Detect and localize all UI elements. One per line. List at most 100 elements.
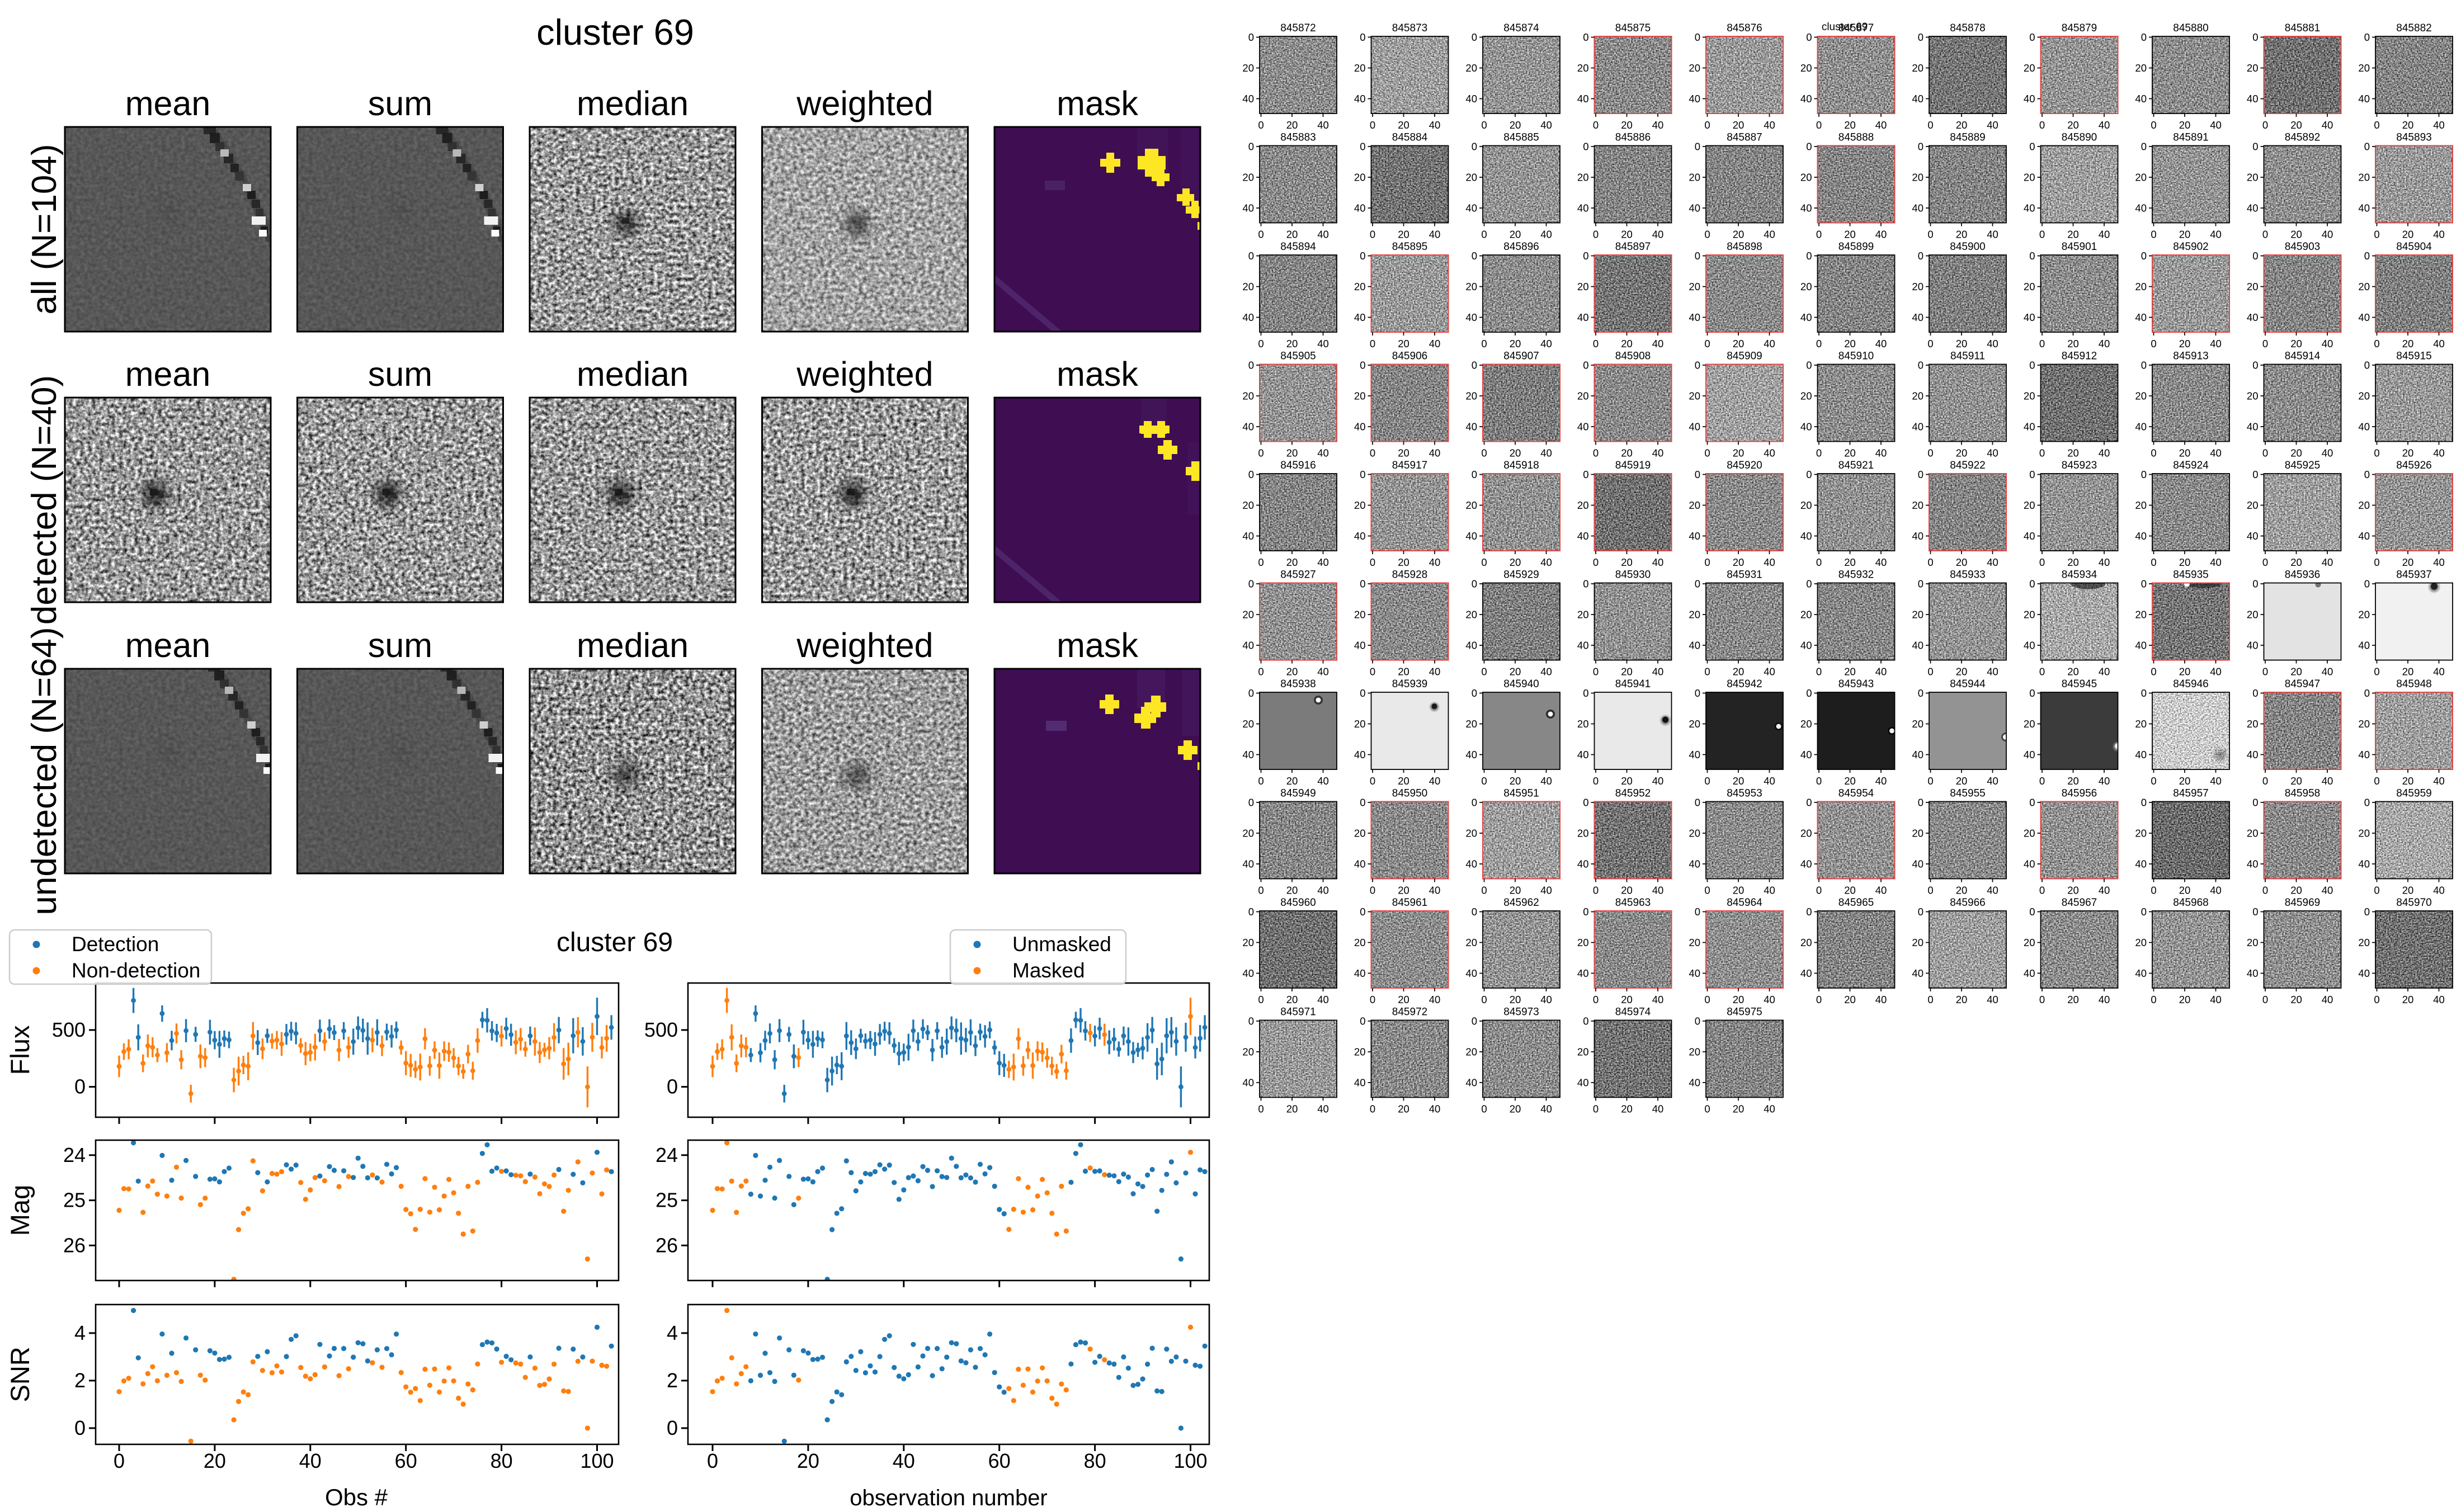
svg-text:845903: 845903 (2285, 241, 2320, 253)
svg-text:845892: 845892 (2285, 132, 2320, 144)
svg-text:4: 4 (74, 1321, 86, 1344)
svg-text:845898: 845898 (1727, 241, 1762, 253)
svg-text:845957: 845957 (2173, 788, 2208, 800)
svg-text:845880: 845880 (2173, 22, 2208, 34)
svg-text:Masked: Masked (1012, 959, 1085, 982)
svg-text:845873: 845873 (1392, 22, 1427, 34)
svg-text:845968: 845968 (2173, 897, 2208, 909)
svg-text:mean: mean (125, 355, 211, 393)
svg-text:Detection: Detection (72, 933, 159, 956)
svg-text:845961: 845961 (1392, 897, 1427, 909)
svg-text:845872: 845872 (1280, 22, 1316, 34)
svg-text:845963: 845963 (1615, 897, 1651, 909)
svg-text:845928: 845928 (1392, 569, 1427, 581)
svg-text:24: 24 (63, 1144, 86, 1166)
svg-text:0: 0 (707, 1449, 718, 1472)
svg-text:sum: sum (368, 355, 432, 393)
svg-text:845969: 845969 (2285, 897, 2320, 909)
svg-text:845965: 845965 (1838, 897, 1874, 909)
svg-text:median: median (577, 626, 689, 664)
svg-text:40: 40 (299, 1449, 322, 1472)
svg-text:845882: 845882 (2396, 22, 2431, 34)
svg-text:845924: 845924 (2173, 460, 2209, 471)
svg-text:Flux: Flux (5, 1026, 35, 1075)
svg-text:500: 500 (644, 1018, 678, 1041)
svg-text:Obs #: Obs # (325, 1484, 388, 1510)
svg-text:845919: 845919 (1615, 460, 1651, 471)
svg-text:845909: 845909 (1727, 351, 1762, 362)
svg-text:cluster 69: cluster 69 (536, 12, 694, 53)
svg-text:845950: 845950 (1392, 788, 1427, 800)
svg-text:25: 25 (63, 1189, 86, 1212)
svg-text:20: 20 (204, 1449, 226, 1472)
svg-text:845887: 845887 (1727, 132, 1762, 144)
svg-text:0: 0 (667, 1416, 678, 1439)
svg-text:845939: 845939 (1392, 678, 1427, 690)
svg-text:cluster 69: cluster 69 (1822, 21, 1868, 33)
svg-text:weighted: weighted (796, 355, 933, 393)
svg-text:20: 20 (797, 1449, 819, 1472)
svg-text:0: 0 (74, 1075, 86, 1098)
svg-text:0: 0 (667, 1075, 678, 1098)
svg-text:100: 100 (580, 1449, 614, 1472)
svg-text:845933: 845933 (1950, 569, 1985, 581)
svg-text:845913: 845913 (2173, 351, 2208, 362)
svg-text:2: 2 (667, 1369, 678, 1392)
svg-text:845888: 845888 (1838, 132, 1874, 144)
svg-text:845926: 845926 (2396, 460, 2431, 471)
svg-text:24: 24 (656, 1144, 678, 1166)
svg-text:845935: 845935 (2173, 569, 2208, 581)
svg-text:845922: 845922 (1950, 460, 1985, 471)
svg-text:845876: 845876 (1727, 22, 1762, 34)
svg-text:845952: 845952 (1615, 788, 1651, 800)
svg-text:845899: 845899 (1838, 241, 1874, 253)
svg-text:detected (N=40): detected (N=40) (25, 375, 64, 625)
svg-text:weighted: weighted (796, 626, 933, 664)
svg-text:845973: 845973 (1503, 1007, 1539, 1018)
svg-text:845956: 845956 (2062, 788, 2097, 800)
svg-text:845946: 845946 (2173, 678, 2208, 690)
svg-text:845907: 845907 (1503, 351, 1539, 362)
svg-text:845929: 845929 (1503, 569, 1539, 581)
svg-text:median: median (577, 84, 689, 122)
svg-text:845943: 845943 (1838, 678, 1874, 690)
svg-text:25: 25 (656, 1189, 678, 1212)
svg-text:sum: sum (368, 84, 432, 122)
svg-text:cluster 69: cluster 69 (557, 928, 673, 957)
svg-text:sum: sum (368, 626, 432, 664)
svg-text:845955: 845955 (1950, 788, 1985, 800)
svg-text:0: 0 (114, 1449, 125, 1472)
svg-text:845908: 845908 (1615, 351, 1651, 362)
svg-text:Non-detection: Non-detection (72, 959, 200, 982)
svg-text:mean: mean (125, 84, 211, 122)
svg-text:845877: 845877 (1838, 22, 1874, 34)
svg-text:845894: 845894 (1280, 241, 1316, 253)
svg-text:Unmasked: Unmasked (1012, 933, 1111, 956)
svg-text:845918: 845918 (1503, 460, 1539, 471)
svg-text:mask: mask (1057, 84, 1138, 122)
svg-text:845938: 845938 (1280, 678, 1316, 690)
svg-text:845883: 845883 (1280, 132, 1316, 144)
svg-text:845904: 845904 (2396, 241, 2432, 253)
svg-text:845971: 845971 (1280, 1007, 1316, 1018)
svg-text:845958: 845958 (2285, 788, 2320, 800)
svg-text:845964: 845964 (1727, 897, 1762, 909)
svg-text:845902: 845902 (2173, 241, 2208, 253)
svg-text:845944: 845944 (1950, 678, 1986, 690)
svg-text:845945: 845945 (2062, 678, 2097, 690)
svg-text:845915: 845915 (2396, 351, 2431, 362)
svg-text:845874: 845874 (1503, 22, 1539, 34)
svg-text:845925: 845925 (2285, 460, 2320, 471)
svg-text:845920: 845920 (1727, 460, 1762, 471)
svg-text:845970: 845970 (2396, 897, 2431, 909)
svg-text:845897: 845897 (1615, 241, 1651, 253)
svg-text:845921: 845921 (1838, 460, 1874, 471)
svg-text:mask: mask (1057, 626, 1138, 664)
svg-text:mask: mask (1057, 355, 1138, 393)
svg-text:845953: 845953 (1727, 788, 1762, 800)
svg-text:845947: 845947 (2285, 678, 2320, 690)
svg-text:845889: 845889 (1950, 132, 1985, 144)
svg-text:845906: 845906 (1392, 351, 1427, 362)
svg-text:100: 100 (1173, 1449, 1207, 1472)
svg-text:845916: 845916 (1280, 460, 1316, 471)
